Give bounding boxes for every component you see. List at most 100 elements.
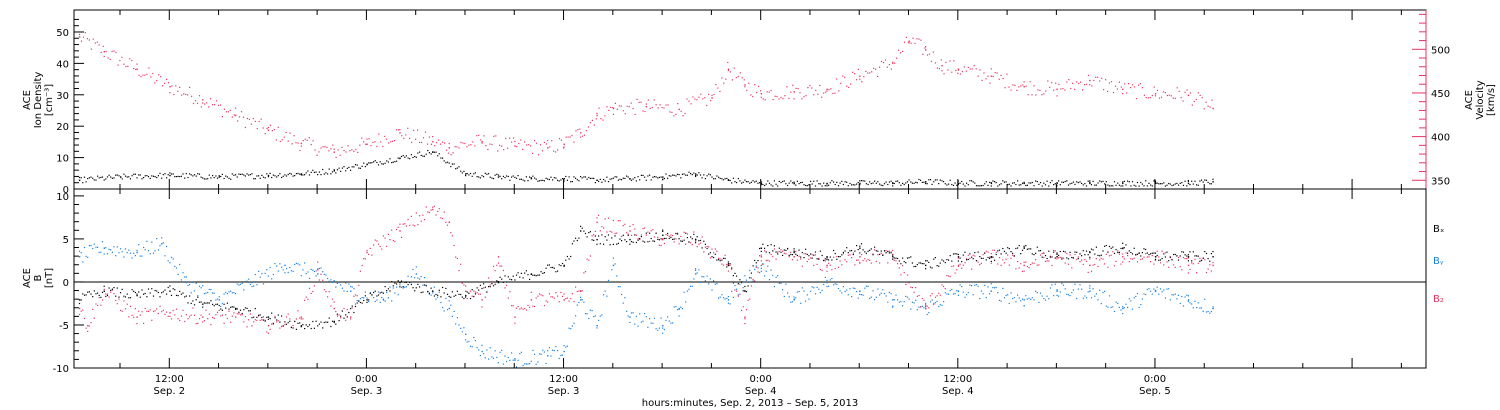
- data-point: [1196, 184, 1198, 186]
- data-point: [854, 250, 856, 252]
- data-point: [655, 176, 657, 178]
- data-point: [1062, 250, 1065, 252]
- data-point: [560, 139, 563, 141]
- anchor-point: [218, 299, 220, 301]
- data-point: [948, 293, 950, 295]
- data-point: [154, 250, 156, 252]
- data-point: [310, 327, 312, 330]
- data-point: [994, 72, 996, 74]
- data-point: [806, 294, 808, 296]
- data-point: [734, 285, 736, 287]
- data-point: [519, 178, 521, 180]
- data-point: [1209, 260, 1211, 262]
- data-point: [1209, 264, 1211, 266]
- data-point: [363, 297, 365, 299]
- data-point: [1007, 183, 1009, 186]
- data-point: [88, 291, 90, 293]
- data-point: [1184, 296, 1186, 298]
- data-point: [496, 280, 498, 282]
- data-point: [594, 315, 596, 317]
- data-point: [558, 264, 560, 266]
- data-point: [673, 115, 675, 117]
- data-point: [115, 51, 117, 54]
- data-point: [883, 183, 886, 185]
- anchor-point: [793, 182, 795, 185]
- data-point: [279, 140, 281, 142]
- data-point: [356, 295, 358, 297]
- anchor-point: [161, 243, 163, 245]
- data-point: [979, 264, 981, 266]
- data-point: [882, 289, 884, 291]
- data-point: [1028, 267, 1030, 269]
- data-point: [414, 225, 416, 227]
- data-point: [905, 36, 908, 38]
- data-point: [1051, 264, 1053, 267]
- data-point: [757, 260, 759, 262]
- data-point: [154, 289, 156, 292]
- anchor-point: [185, 281, 188, 284]
- data-point: [478, 176, 480, 178]
- data-point: [826, 279, 828, 281]
- data-point: [379, 301, 381, 303]
- data-point: [1186, 255, 1188, 257]
- data-point: [438, 289, 440, 291]
- data-point: [331, 298, 334, 300]
- data-point: [910, 256, 912, 258]
- data-point: [1044, 255, 1047, 257]
- data-point: [348, 311, 350, 314]
- series-Bᵧ: [78, 237, 1214, 368]
- data-point: [569, 136, 571, 138]
- data-point: [259, 177, 261, 179]
- data-point: [397, 157, 399, 159]
- data-point: [179, 263, 181, 266]
- data-point: [1131, 181, 1134, 183]
- density-tick-label: 50: [56, 28, 69, 39]
- b-axis-label-line1: ACE: [22, 268, 33, 288]
- data-point: [995, 286, 997, 289]
- data-point: [180, 293, 182, 295]
- data-point: [553, 150, 555, 152]
- data-point: [1064, 262, 1066, 264]
- data-point: [316, 154, 318, 156]
- data-point: [943, 260, 945, 262]
- data-point: [747, 281, 749, 283]
- anchor-point: [563, 299, 565, 301]
- data-point: [480, 139, 482, 141]
- data-point: [667, 234, 669, 236]
- data-point: [351, 286, 353, 288]
- data-point: [834, 183, 836, 186]
- data-point: [1079, 284, 1081, 286]
- data-point: [346, 290, 348, 292]
- data-point: [788, 254, 790, 256]
- data-point: [709, 278, 711, 280]
- data-point: [221, 309, 223, 311]
- data-point: [673, 241, 675, 243]
- data-point: [586, 236, 588, 238]
- data-point: [105, 247, 107, 249]
- data-point: [903, 183, 905, 186]
- data-point: [256, 319, 258, 321]
- data-point: [839, 182, 841, 184]
- anchor-point: [169, 86, 171, 88]
- anchor-point: [267, 129, 270, 131]
- data-point: [964, 262, 966, 264]
- data-point: [913, 291, 915, 293]
- data-point: [1150, 184, 1152, 186]
- data-point: [805, 95, 807, 97]
- data-point: [578, 180, 580, 182]
- data-point: [460, 141, 462, 143]
- data-point: [335, 172, 337, 174]
- anchor-point: [514, 359, 516, 361]
- data-point: [601, 234, 603, 236]
- data-point: [980, 185, 982, 187]
- data-point: [606, 239, 608, 241]
- data-point: [565, 298, 567, 300]
- data-point: [514, 279, 516, 281]
- data-point: [584, 232, 587, 235]
- data-point: [1072, 82, 1074, 84]
- data-point: [828, 262, 830, 264]
- data-point: [144, 307, 146, 310]
- data-point: [124, 296, 127, 298]
- data-point: [560, 179, 562, 181]
- data-point: [711, 176, 713, 178]
